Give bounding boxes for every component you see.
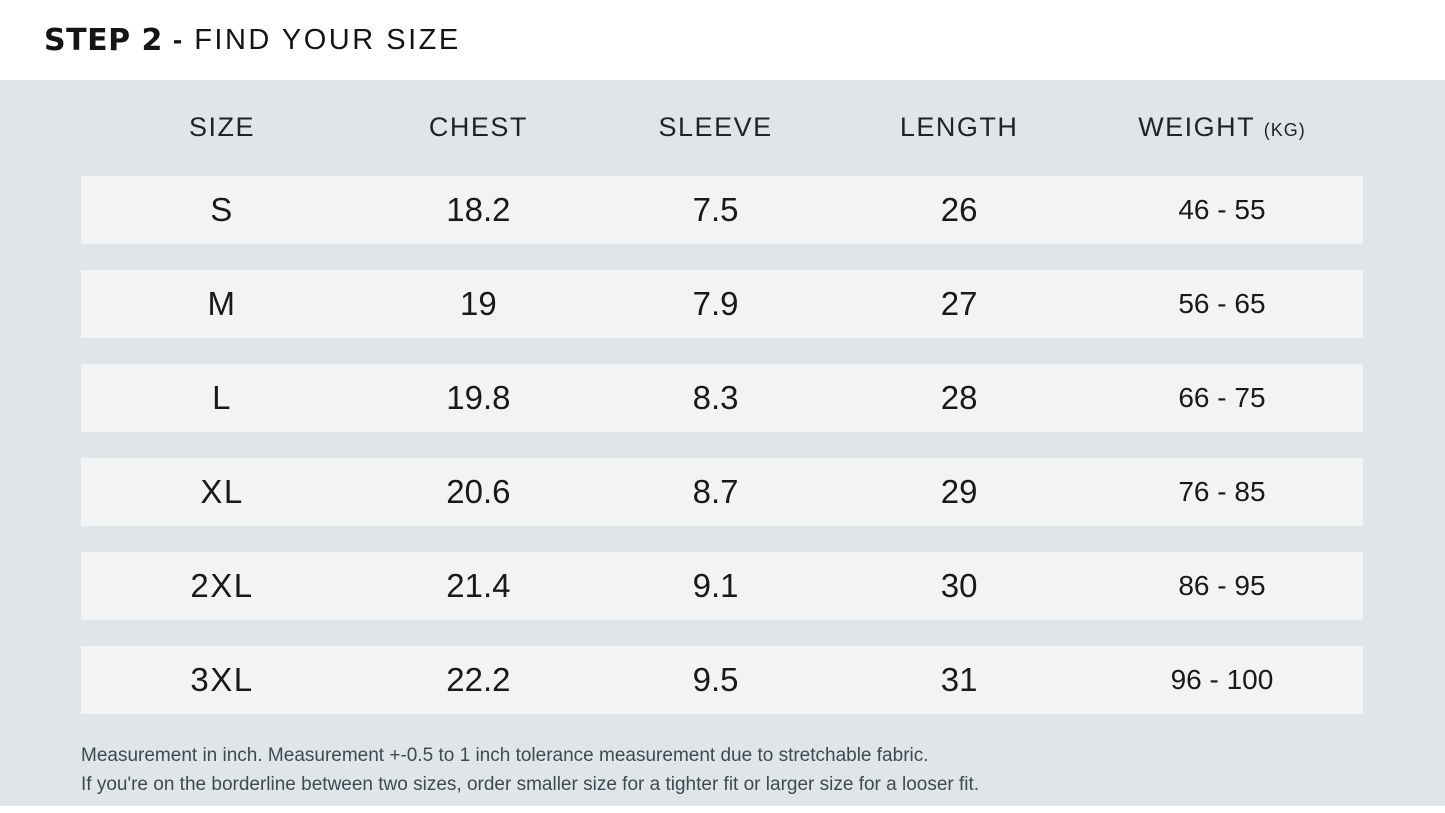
cell-chest: 19.8 [446,379,511,416]
title-separator: - [172,24,183,55]
page-title: FIND YOUR SIZE [194,23,461,56]
cell-length: 27 [940,285,978,322]
cell-sleeve: 9.1 [692,567,739,604]
size-chart-panel: SIZE CHEST SLEEVE LENGTH WEIGHT (KG) S 1… [0,80,1445,806]
cell-chest: 20.6 [446,473,511,510]
cell-weight: 96 - 100 [1170,664,1274,695]
cell-length: 29 [940,473,978,510]
cell-size: S [210,191,234,228]
cell-length: 26 [940,191,978,228]
column-header-length: LENGTH [899,111,1019,142]
table-row-2xl: 2XL 21.4 9.1 30 86 - 95 [81,552,1363,620]
cell-length: 31 [940,661,978,698]
cell-size: XL [200,473,244,510]
title-band: STEP 2 - FIND YOUR SIZE [0,0,1445,80]
footnotes: Measurement in inch. Measurement +-0.5 t… [81,741,1445,799]
table-header-row: SIZE CHEST SLEEVE LENGTH WEIGHT (KG) [81,95,1363,159]
cell-sleeve: 8.7 [692,473,739,510]
cell-size: M [207,285,237,322]
cell-chest: 22.2 [446,661,511,698]
cell-sleeve: 7.5 [692,191,739,228]
fit-advice-note: If you're on the borderline between two … [81,774,980,795]
cell-weight: 86 - 95 [1178,570,1266,601]
cell-size: 2XL [190,567,254,604]
cell-length: 28 [940,379,978,416]
cell-sleeve: 7.9 [692,285,739,322]
cell-weight: 46 - 55 [1178,194,1266,225]
weight-label: WEIGHT [1138,111,1255,142]
cell-sleeve: 9.5 [692,661,739,698]
tolerance-note: Measurement in inch. Measurement +-0.5 t… [81,745,929,766]
cell-size: 3XL [190,661,254,698]
cell-chest: 21.4 [446,567,511,604]
cell-chest: 18.2 [446,191,511,228]
cell-chest: 19 [460,285,497,322]
cell-size: L [212,379,232,416]
table-row-s: S 18.2 7.5 26 46 - 55 [81,176,1363,244]
table-row-l: L 19.8 8.3 28 66 - 75 [81,364,1363,432]
cell-sleeve: 8.3 [692,379,739,416]
weight-unit-label: (KG) [1263,119,1306,140]
column-header-size: SIZE [189,111,256,142]
cell-weight: 66 - 75 [1178,382,1266,413]
table-row-3xl: 3XL 22.2 9.5 31 96 - 100 [81,646,1363,714]
column-header-chest: CHEST [428,111,528,142]
step-label: STEP 2 [44,22,163,58]
cell-length: 30 [940,567,978,604]
cell-weight: 56 - 65 [1178,288,1266,319]
table-body: S 18.2 7.5 26 46 - 55 M 19 7.9 27 56 - 6… [81,176,1363,714]
table-row-m: M 19 7.9 27 56 - 65 [81,270,1363,338]
column-header-weight: WEIGHT (KG) [1081,112,1363,143]
cell-weight: 76 - 85 [1178,476,1266,507]
column-header-sleeve: SLEEVE [658,111,773,142]
table-row-xl: XL 20.6 8.7 29 76 - 85 [81,458,1363,526]
